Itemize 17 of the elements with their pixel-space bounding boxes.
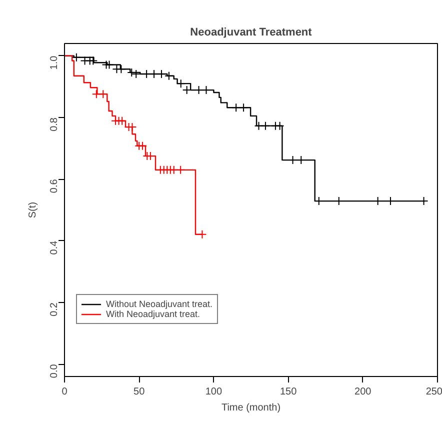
- x-tick-label: 50: [134, 386, 146, 398]
- y-tick-label: 0.0: [49, 364, 60, 378]
- legend-label: Without Neoadjuvant treat.: [106, 299, 213, 309]
- y-tick-label: 0.8: [49, 117, 60, 132]
- legend-label: With Neoadjuvant treat.: [106, 309, 200, 319]
- x-tick-label: 150: [280, 386, 298, 398]
- y-tick-label: 0.2: [49, 302, 60, 316]
- x-tick-label: 100: [205, 386, 222, 398]
- x-tick-label: 250: [426, 386, 442, 398]
- y-tick-label: 0.6: [49, 178, 60, 194]
- chart-title: Neoadjuvant Treatment: [190, 26, 312, 38]
- y-tick-label: 0.4: [49, 240, 60, 255]
- y-axis-title: S(t): [28, 202, 38, 218]
- y-tick-label: 1.0: [49, 55, 60, 70]
- x-tick-label: 0: [62, 386, 68, 398]
- x-tick-label: 200: [354, 386, 372, 398]
- x-axis-title: Time (month): [221, 402, 281, 414]
